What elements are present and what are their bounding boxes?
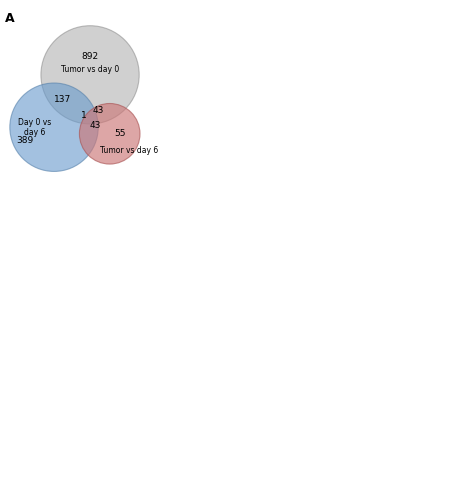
Circle shape bbox=[80, 104, 140, 164]
Text: 43: 43 bbox=[92, 107, 104, 115]
Text: 1: 1 bbox=[81, 111, 86, 120]
Text: 43: 43 bbox=[89, 121, 100, 130]
Text: 137: 137 bbox=[54, 95, 71, 104]
Circle shape bbox=[10, 83, 98, 172]
Text: 892: 892 bbox=[82, 53, 99, 61]
Text: Tumor vs day 6: Tumor vs day 6 bbox=[100, 146, 158, 155]
Circle shape bbox=[41, 26, 139, 124]
Text: A: A bbox=[5, 12, 14, 25]
Text: 389: 389 bbox=[16, 136, 33, 145]
Text: Day 0 vs
day 6: Day 0 vs day 6 bbox=[18, 118, 51, 137]
Text: Tumor vs day 0: Tumor vs day 0 bbox=[61, 66, 119, 74]
Text: 55: 55 bbox=[114, 129, 125, 138]
